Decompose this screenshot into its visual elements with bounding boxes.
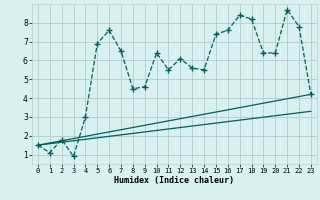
X-axis label: Humidex (Indice chaleur): Humidex (Indice chaleur) — [115, 176, 234, 185]
